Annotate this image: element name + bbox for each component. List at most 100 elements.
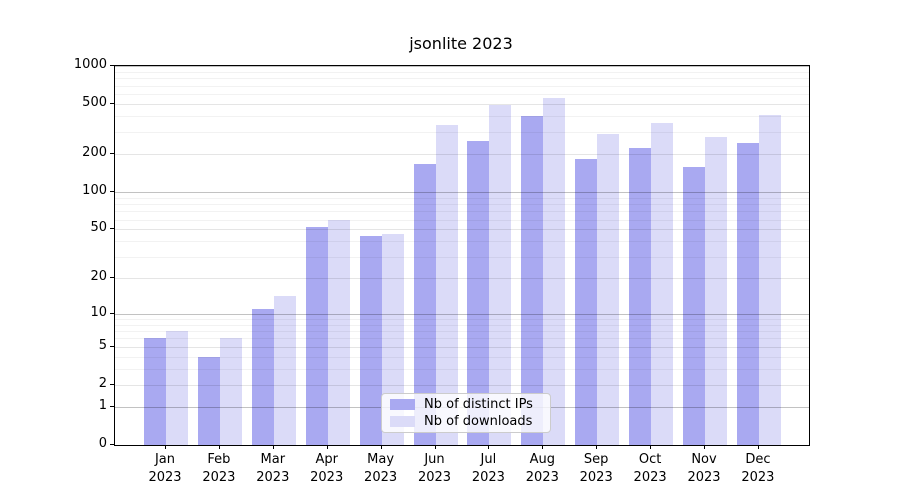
y-tick-mark-50 [110,228,114,230]
x-tick-mark-dec [757,445,759,449]
gridline-y-4 [115,356,809,358]
x-tick-label-aug: Aug 2023 [525,452,559,485]
gridline-y-6 [115,338,809,340]
x-tick-label-may: May 2023 [364,452,398,485]
y-tick-mark-100 [110,190,114,192]
x-tick-mark-sep [596,445,598,449]
chart-title: jsonlite 2023 [409,34,513,53]
bars-layer [115,66,809,445]
y-tick-mark-500 [110,103,114,104]
legend-swatch-distinct-ips [390,399,415,410]
x-tick-mark-nov [704,445,705,449]
y-tick-mark-0 [110,444,114,445]
bar-distinct-ips-may [359,236,382,445]
y-tick-mark-20 [110,277,114,278]
bar-distinct-ips-aug [521,115,544,445]
gridline-y-1000 [115,66,809,67]
bar-downloads-dec [758,114,781,445]
gridline-y-5 [115,346,809,348]
y-tick-mark-1 [110,406,114,407]
bar-downloads-may [381,233,404,445]
gridline-y-500 [115,104,809,105]
gridline-y-20 [115,278,809,279]
gridline-y-10 [115,313,809,315]
bar-downloads-nov [705,137,727,445]
x-tick-mark-mar [272,445,274,449]
bar-downloads-oct [651,122,674,445]
x-tick-mark-jun [434,445,436,449]
legend-item-distinct-ips: Nb of distinct IPs [390,396,542,413]
gridline-y-300 [115,131,809,133]
bar-downloads-apr [327,220,350,445]
gridline-y-900 [115,71,809,73]
y-tick-label-200: 200 [82,145,107,161]
y-tick-label-5: 5 [98,337,107,353]
bar-distinct-ips-mar [251,308,274,445]
legend-label-distinct-ips: Nb of distinct IPs [424,397,533,412]
x-tick-mark-feb [218,445,220,449]
bar-downloads-jul [489,105,512,445]
bar-distinct-ips-feb [197,356,220,445]
gridline-y-80 [115,203,809,205]
x-tick-label-mar: Mar 2023 [256,452,290,485]
x-tick-mark-jan [165,445,166,449]
gridline-y-60 [115,219,809,221]
y-tick-label-20: 20 [90,269,107,284]
x-tick-mark-jul [488,445,490,449]
x-tick-label-apr: Apr 2023 [310,452,344,485]
gridline-y-7 [115,330,809,332]
gridline-y-70 [115,211,809,213]
bar-downloads-feb [219,338,242,445]
x-tick-label-sep: Sep 2023 [579,452,613,485]
bar-distinct-ips-nov [683,166,705,445]
y-tick-label-10: 10 [90,304,107,320]
x-tick-label-oct: Oct 2023 [633,452,667,485]
y-tick-label-500: 500 [82,95,107,110]
gridline-y-100 [115,191,809,193]
x-tick-mark-apr [326,445,328,449]
x-tick-label-feb: Feb 2023 [202,452,236,485]
bar-downloads-aug [543,97,566,445]
y-tick-label-50: 50 [90,220,107,236]
bar-downloads-mar [273,296,296,445]
legend-item-downloads: Nb of downloads [390,413,542,430]
x-tick-label-jun: Jun 2023 [417,452,452,485]
bar-distinct-ips-oct [629,148,652,445]
x-tick-label-jul: Jul 2023 [471,452,505,485]
bar-downloads-sep [597,133,620,445]
gridline-y-600 [115,94,809,95]
legend: Nb of distinct IPs Nb of downloads [381,393,551,433]
bar-downloads-jan [166,330,188,445]
gridline-y-50 [115,229,809,231]
y-tick-mark-5 [110,345,114,347]
x-tick-mark-aug [542,445,544,449]
plot-area: Nb of distinct IPs Nb of downloads [114,65,810,446]
x-tick-mark-oct [650,445,652,449]
gridline-y-2 [115,384,809,386]
bar-downloads-jun [435,125,458,445]
y-tick-label-0: 0 [98,436,107,451]
x-tick-mark-may [380,445,382,449]
gridlines-layer [115,66,809,445]
bar-distinct-ips-jan [144,338,166,445]
gridline-y-90 [115,197,809,199]
x-tick-label-nov: Nov 2023 [687,452,721,485]
y-tick-mark-200 [110,153,114,155]
y-tick-mark-1000 [110,65,114,66]
gridline-y-9 [115,318,809,320]
gridline-y-30 [115,256,809,258]
gridline-y-200 [115,154,809,156]
gridline-y-800 [115,78,809,80]
bar-distinct-ips-sep [575,158,598,445]
bar-distinct-ips-dec [736,142,759,445]
gridline-y-40 [115,241,809,243]
y-tick-label-1000: 1000 [73,57,107,72]
y-tick-label-1: 1 [98,398,107,413]
gridline-y-3 [115,369,809,370]
y-tick-label-100: 100 [82,182,107,198]
bar-distinct-ips-jul [467,140,490,445]
gridline-y-8 [115,324,809,326]
legend-label-downloads: Nb of downloads [424,414,533,429]
x-tick-label-jan: Jan 2023 [148,452,182,485]
